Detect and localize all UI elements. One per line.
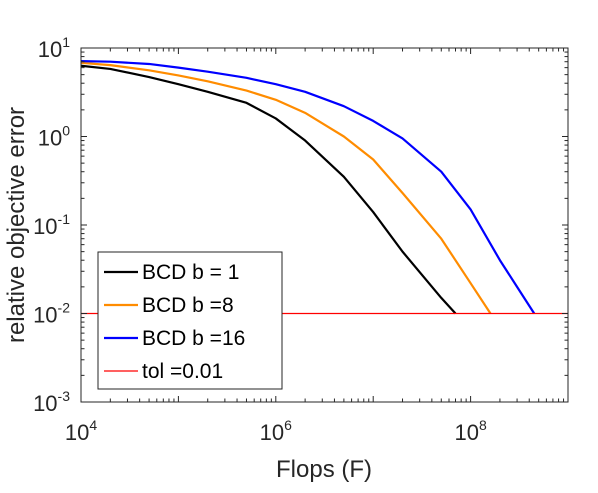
- x-tick-label-base: 10: [454, 420, 478, 445]
- x-tick-label: 104: [65, 417, 97, 445]
- x-axis-label: Flops (F): [276, 456, 372, 483]
- y-tick-label-base: 10: [38, 126, 62, 151]
- y-tick-label: 10-3: [33, 388, 70, 416]
- y-tick-label-exponent: 0: [62, 123, 70, 139]
- y-tick-label-base: 10: [38, 37, 62, 62]
- y-tick-label: 100: [38, 123, 70, 151]
- y-axis-label: relative objective error: [3, 107, 30, 343]
- series-line-1: [80, 64, 457, 315]
- y-tick-label-exponent: -2: [58, 300, 71, 316]
- y-tick-label-base: 10: [33, 303, 57, 328]
- legend-items: BCD b = 1 BCD b =8 BCD b =16 tol =0.01: [104, 261, 245, 383]
- legend-box: [97, 251, 283, 390]
- series-line-2: [80, 61, 492, 315]
- x-tick-label-exponent: 6: [284, 417, 292, 433]
- legend-label: BCD b =8: [142, 294, 234, 317]
- legend: BCD b = 1 BCD b =8 BCD b =16 tol =0.01: [97, 251, 283, 390]
- y-tick-label-exponent: -3: [58, 388, 71, 404]
- legend-label: BCD b =16: [142, 327, 245, 350]
- y-tick-label: 101: [38, 34, 70, 62]
- legend-label: BCD b = 1: [142, 261, 239, 284]
- x-tick-label-exponent: 8: [479, 417, 487, 433]
- x-tick-label: 106: [260, 417, 292, 445]
- y-tick-label: 10-1: [33, 211, 70, 239]
- x-tick-label-base: 10: [65, 420, 89, 445]
- x-tick-label: 108: [454, 417, 486, 445]
- y-tick-label-exponent: -1: [58, 211, 71, 227]
- y-tick-label-base: 10: [33, 214, 57, 239]
- x-tick-label-exponent: 4: [89, 417, 97, 433]
- y-tick-label: 10-2: [33, 300, 70, 328]
- x-tick-label-base: 10: [260, 420, 284, 445]
- ticks-layer: [80, 48, 568, 403]
- y-tick-label-base: 10: [33, 391, 57, 416]
- y-tick-label-exponent: 1: [62, 34, 70, 50]
- legend-label: tol =0.01: [142, 360, 223, 383]
- plot-area-frame: [80, 47, 569, 403]
- series-line-3: [80, 60, 536, 315]
